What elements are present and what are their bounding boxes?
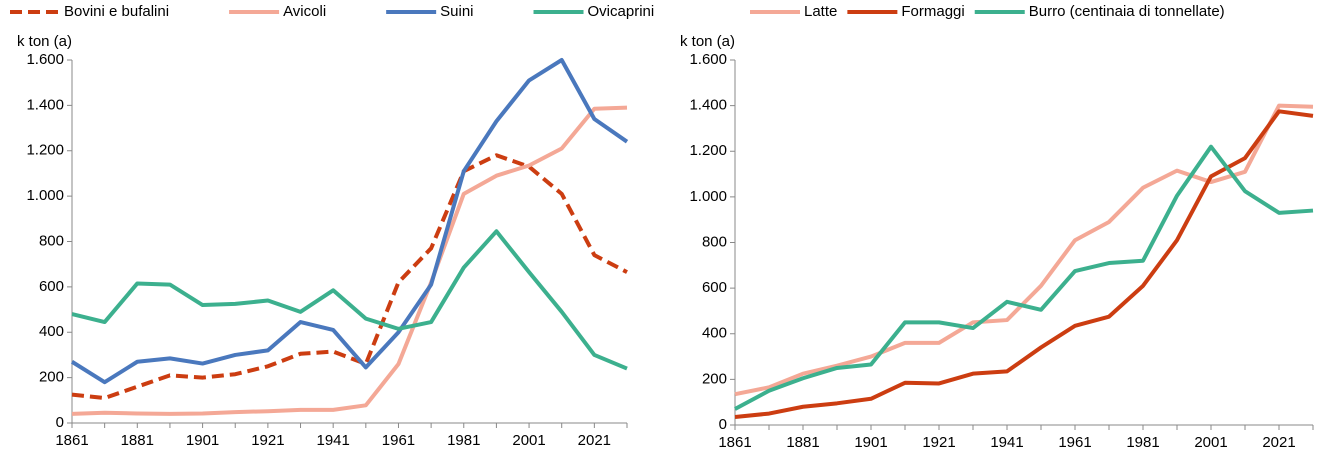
- series-line: [71, 229, 628, 371]
- y-axis-label: k ton (a): [680, 33, 735, 50]
- legend-label: Suini: [440, 3, 473, 20]
- x-tick-label: 1921: [922, 434, 955, 451]
- legend-label: Burro (centinaia di tonnellate): [1029, 3, 1225, 20]
- y-tick-label: 1.400: [26, 96, 64, 113]
- y-tick-label: 400: [39, 323, 64, 340]
- y-tick-label: 1.600: [689, 51, 727, 68]
- y-tick-label: 1.000: [689, 188, 727, 205]
- y-tick-label: 600: [39, 278, 64, 295]
- y-tick-label: 0: [719, 416, 727, 433]
- x-tick-label: 1901: [854, 434, 887, 451]
- y-tick-label: 600: [702, 279, 727, 296]
- y-tick-label: 800: [39, 232, 64, 249]
- x-tick-label: 1981: [1126, 434, 1159, 451]
- legend-label: Ovicaprini: [588, 3, 655, 20]
- y-tick-label: 0: [56, 414, 64, 431]
- x-tick-label: 2021: [1262, 434, 1295, 451]
- series-line: [734, 103, 1314, 397]
- series-line: [734, 109, 1314, 420]
- x-tick-label: 1901: [186, 432, 219, 449]
- legend-label: Bovini e bufalini: [64, 3, 169, 20]
- x-tick-label: 2021: [578, 432, 611, 449]
- x-tick-label: 1981: [447, 432, 480, 449]
- y-axis-label: k ton (a): [17, 33, 72, 50]
- y-tick-label: 1.200: [26, 142, 64, 159]
- x-tick-label: 1941: [316, 432, 349, 449]
- y-tick-label: 200: [702, 370, 727, 387]
- legend-label: Avicoli: [283, 3, 326, 20]
- legend-label: Latte: [804, 3, 837, 20]
- y-tick-label: 1.600: [26, 51, 64, 68]
- y-tick-label: 800: [702, 233, 727, 250]
- y-tick-label: 200: [39, 369, 64, 386]
- x-tick-label: 1961: [1058, 434, 1091, 451]
- y-tick-label: 1.000: [26, 187, 64, 204]
- y-tick-label: 1.400: [689, 97, 727, 114]
- series-line: [71, 153, 628, 401]
- x-tick-label: 1961: [382, 432, 415, 449]
- y-tick-label: 1.200: [689, 142, 727, 159]
- x-tick-label: 2001: [512, 432, 545, 449]
- x-tick-label: 1861: [718, 434, 751, 451]
- x-tick-label: 1881: [121, 432, 154, 449]
- x-tick-label: 1881: [786, 434, 819, 451]
- x-tick-label: 1921: [251, 432, 284, 449]
- x-tick-label: 2001: [1194, 434, 1227, 451]
- y-tick-label: 400: [702, 325, 727, 342]
- series-line: [734, 144, 1314, 411]
- x-tick-label: 1941: [990, 434, 1023, 451]
- series-line: [70, 58, 629, 385]
- legend-label: Formaggi: [901, 3, 964, 20]
- series-line: [71, 105, 628, 416]
- x-tick-label: 1861: [55, 432, 88, 449]
